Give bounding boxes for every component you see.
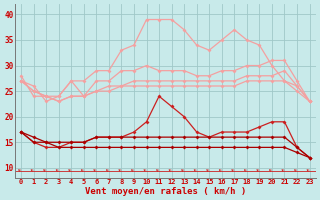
X-axis label: Vent moyen/en rafales ( km/h ): Vent moyen/en rafales ( km/h ) [85,187,246,196]
